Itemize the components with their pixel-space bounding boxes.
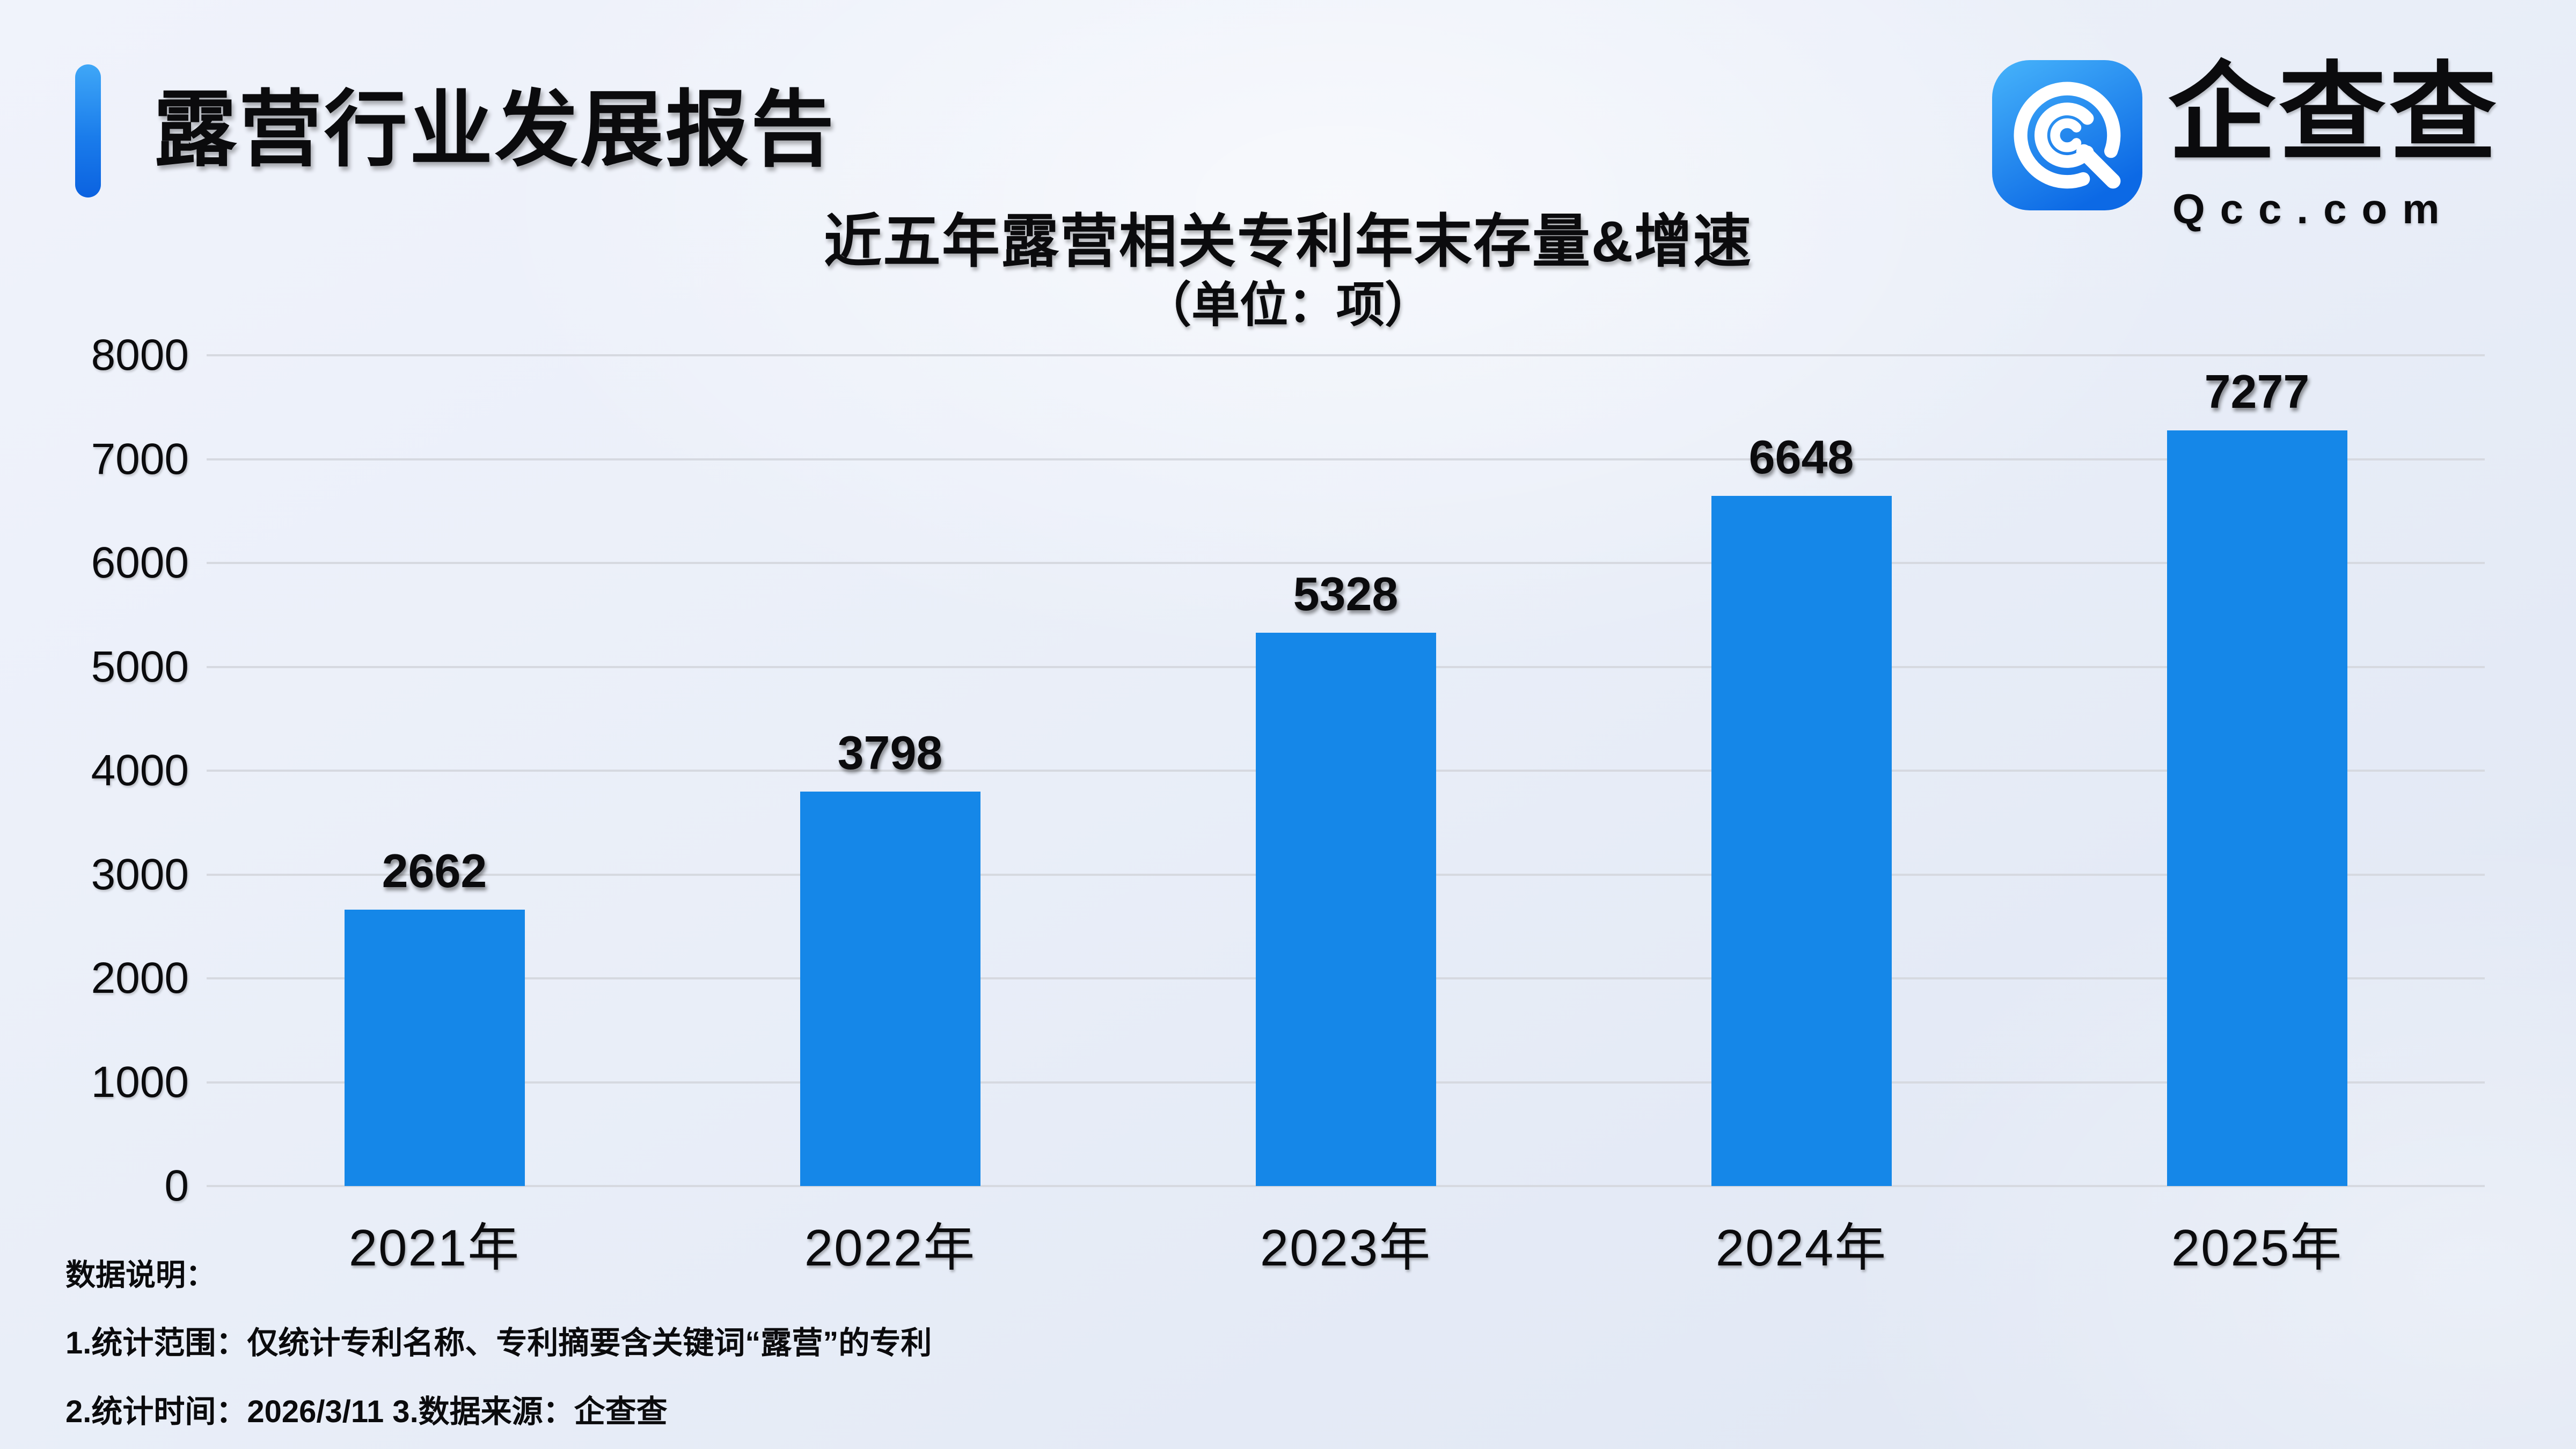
bar — [1255, 633, 1436, 1186]
x-axis-category-label: 2024年 — [1715, 1219, 1887, 1277]
notes-line-1: 1.统计范围：仅统计专利名称、专利摘要含关键词“露营”的专利 — [65, 1326, 932, 1360]
y-axis-tick-label: 2000 — [91, 954, 189, 1002]
bar — [2167, 430, 2347, 1186]
bar-slot: 2662 — [207, 355, 662, 1186]
bar-slot: 7277 — [2029, 355, 2485, 1186]
y-axis-tick-label: 5000 — [91, 642, 189, 691]
x-axis-category-label: 2022年 — [804, 1219, 976, 1277]
y-axis-tick-label: 0 — [164, 1161, 189, 1210]
chart-unit-label: （单位：项） — [1143, 279, 1433, 332]
x-axis-category-label: 2023年 — [1260, 1219, 1432, 1277]
chart-title: 近五年露营相关专利年末存量&增速 — [824, 209, 1752, 274]
x-axis-category-label: 2021年 — [348, 1219, 521, 1277]
gridline — [207, 354, 2485, 356]
bar-value-label: 5328 — [1293, 567, 1399, 621]
bar-slot: 6648 — [1574, 355, 2029, 1186]
x-axis-category-label: 2025年 — [2171, 1219, 2343, 1277]
bar — [800, 792, 980, 1186]
y-axis-tick-label: 8000 — [91, 331, 189, 379]
qcc-logo: 企查查 Qcc.com — [1992, 55, 2502, 232]
notes-heading: 数据说明： — [65, 1258, 216, 1292]
x-axis-labels: 2021年 2022年 2023年 2024年 2025年 — [207, 1223, 2485, 1274]
page-title: 露营行业发展报告 — [153, 83, 836, 176]
gridline — [207, 1185, 2485, 1187]
y-axis-tick-label: 1000 — [91, 1057, 189, 1107]
y-axis-tick-label: 7000 — [91, 434, 189, 484]
qcc-logo-icon — [1992, 60, 2142, 210]
bar-value-label: 6648 — [1748, 430, 1854, 484]
qcc-logo-domain: Qcc.com — [2172, 185, 2455, 232]
bar — [1711, 495, 1892, 1186]
y-axis-labels: 0 1000 2000 3000 4000 5000 6000 7000 8000 — [48, 333, 189, 1208]
y-axis-tick-label: 4000 — [91, 746, 189, 795]
bar-slot: 3798 — [662, 355, 1118, 1186]
y-axis-tick-label: 6000 — [91, 538, 189, 587]
bars-layer: 2662 3798 5328 6648 7277 — [207, 355, 2485, 1186]
bar-value-label: 2662 — [382, 844, 487, 897]
bar-value-label: 7277 — [2204, 364, 2310, 418]
notes-line-2: 2.统计时间：2026/3/11 3.数据来源：企查查 — [65, 1394, 668, 1429]
y-axis-tick-label: 3000 — [91, 850, 189, 899]
gridline — [207, 458, 2485, 460]
title-accent-bar — [75, 64, 101, 197]
bar-value-label: 3798 — [837, 726, 943, 780]
qcc-logo-name: 企查查 — [2168, 54, 2500, 173]
bar-slot: 5328 — [1118, 355, 1574, 1186]
gridline — [207, 562, 2485, 564]
bar — [344, 909, 525, 1186]
